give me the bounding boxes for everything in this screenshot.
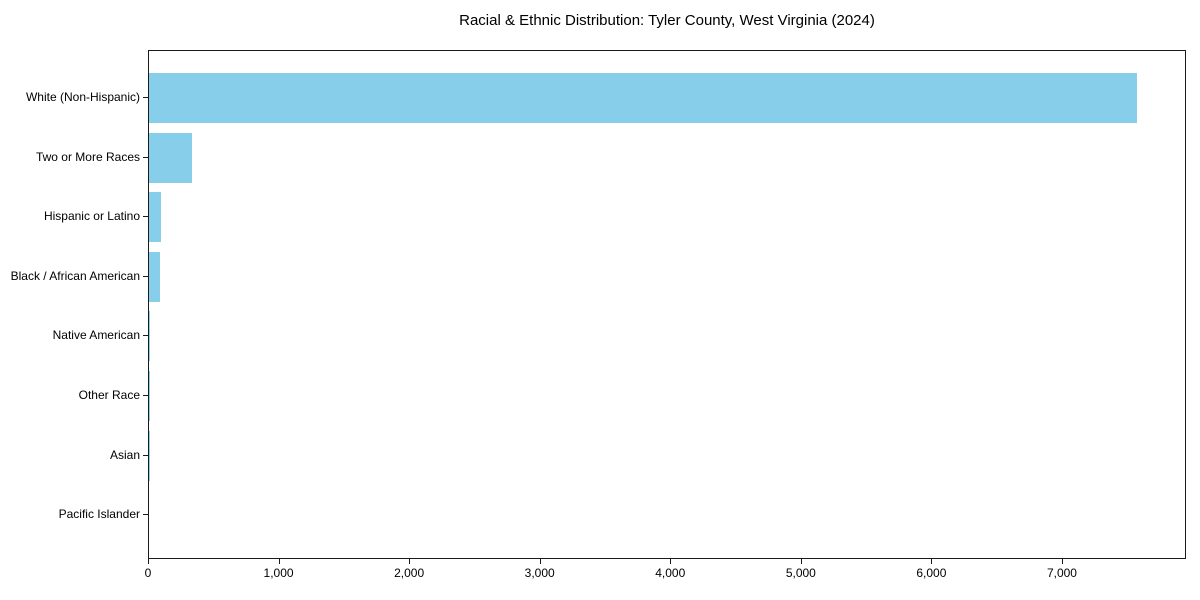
y-tick <box>143 216 148 218</box>
plot-area <box>148 50 1186 559</box>
x-tick <box>931 559 933 564</box>
x-tick <box>409 559 411 564</box>
y-tick-label: Pacific Islander <box>58 507 140 522</box>
y-tick <box>143 454 148 456</box>
y-tick-label: Hispanic or Latino <box>43 209 140 224</box>
x-tick-label: 5,000 <box>785 566 816 580</box>
bar <box>149 132 193 183</box>
bar <box>149 251 161 302</box>
x-tick-label: 1,000 <box>263 566 294 580</box>
x-tick-label: 3,000 <box>524 566 555 580</box>
y-tick <box>143 514 148 516</box>
y-tick-label: Two or More Races <box>35 149 140 164</box>
x-tick-label: 4,000 <box>655 566 686 580</box>
bar <box>149 192 162 243</box>
bar <box>149 311 150 362</box>
y-tick-label: Other Race <box>78 388 140 402</box>
x-tick-label: 2,000 <box>394 566 425 580</box>
y-tick-label: Native American <box>52 328 140 343</box>
x-tick <box>148 559 149 564</box>
x-tick <box>800 559 802 564</box>
x-tick-label: 6,000 <box>916 566 947 580</box>
y-tick <box>143 335 148 337</box>
y-tick <box>143 97 148 98</box>
x-tick-label: 7,000 <box>1046 566 1077 580</box>
x-tick <box>539 559 541 564</box>
y-tick-label: Black / African American <box>10 268 140 283</box>
x-tick <box>670 559 672 564</box>
y-tick-label: White (Non-Hispanic) <box>25 90 140 104</box>
x-tick <box>1061 559 1063 564</box>
y-tick <box>143 156 148 158</box>
bar <box>149 73 1138 123</box>
y-tick <box>143 395 148 396</box>
y-tick <box>143 275 148 277</box>
y-tick-label: Asian <box>109 447 140 462</box>
x-tick-label: 0 <box>144 566 152 580</box>
chart-title: Racial & Ethnic Distribution: Tyler Coun… <box>459 12 875 29</box>
x-tick <box>278 559 280 564</box>
